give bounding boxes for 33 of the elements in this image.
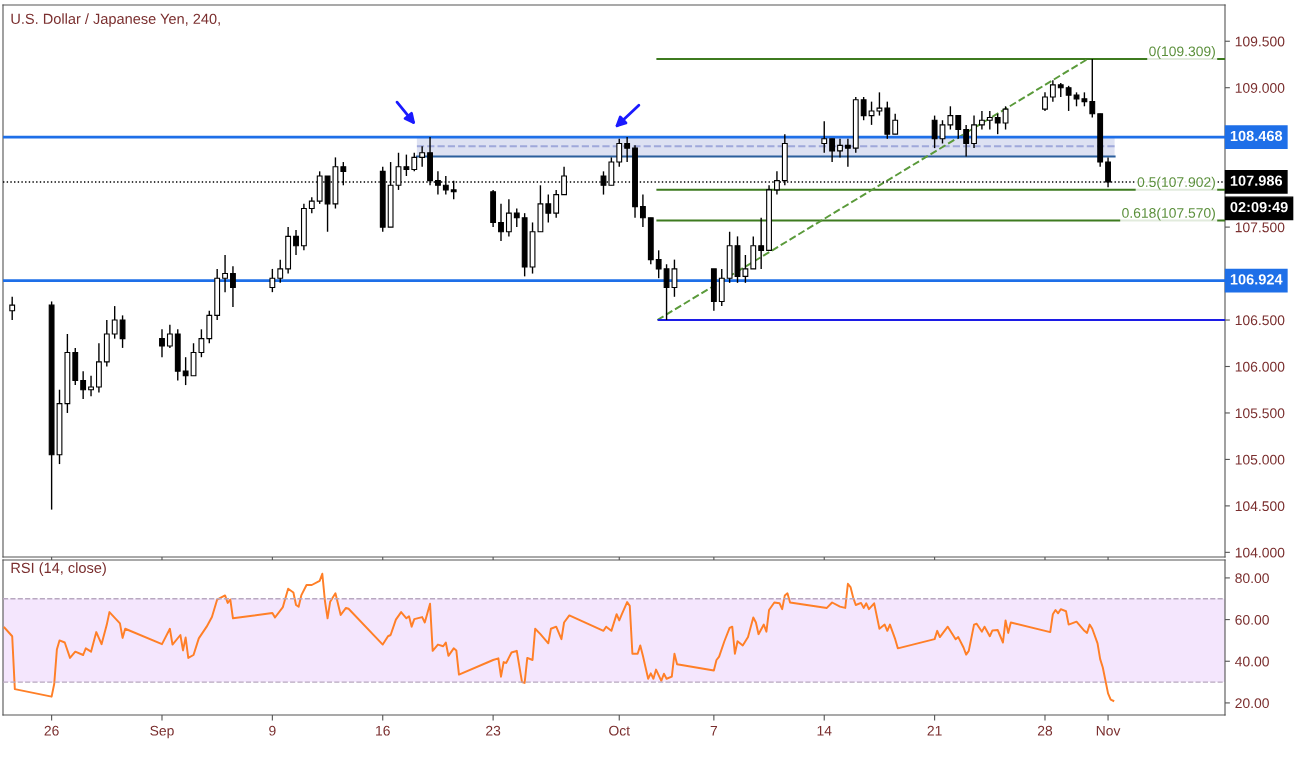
y-tick-label: 105.000 [1235,454,1285,465]
y-tick-label: 80.00 [1235,573,1269,584]
y-tick-label: 109.000 [1235,83,1285,93]
x-tick-label: 28 [1037,725,1053,736]
x-tick-label: 14 [817,725,832,736]
y-tick-label: 60.00 [1235,614,1269,625]
x-tick-label: Sep [150,725,174,739]
chart-title: RSI (14, close) [11,562,106,576]
ref-line-label: 107.986 [1230,175,1283,186]
y-tick-label: 104.500 [1235,501,1285,512]
ref-line-label: 108.468 [1230,130,1283,142]
x-tick-label: 16 [376,725,390,736]
y-tick-label: 20.00 [1235,698,1269,709]
x-tick-label: Nov [1096,725,1121,736]
annotation: 0.618(107.570) [1122,207,1215,221]
y-tick-label: 105.500 [1235,408,1285,419]
y-tick-label: 104.000 [1235,547,1285,558]
y-tick-label: 106.500 [1235,315,1285,326]
x-tick-label: 21 [927,725,942,736]
annotation: 0.5(107.902) [1137,176,1215,190]
ref-line-label: 106.924 [1230,274,1283,285]
text: 02:09:49 [1230,201,1288,213]
y-tick-label: 109.500 [1235,36,1285,47]
x-tick-label: 23 [486,725,501,736]
x-tick-label: Oct [609,725,630,736]
x-tick-label: 7 [710,725,718,736]
x-tick-label: 26 [44,725,59,736]
y-tick-label: 107.500 [1235,222,1285,233]
y-tick-label: 106.000 [1235,361,1285,372]
y-tick-label: 40.00 [1235,656,1269,667]
x-tick-label: 9 [269,725,276,736]
annotation: 0(109.309) [1149,46,1215,59]
text: U.S. Dollar / Japanese Yen, 240, [11,13,220,27]
